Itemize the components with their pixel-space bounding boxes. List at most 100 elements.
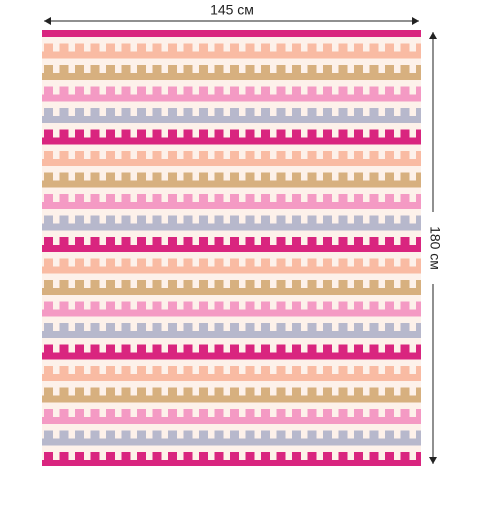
stripe-tooth bbox=[121, 323, 131, 332]
stripe-tooth bbox=[292, 344, 301, 354]
stripe-tooth bbox=[168, 237, 177, 246]
stripe-tooth bbox=[214, 151, 224, 160]
stripe bbox=[42, 51, 421, 59]
stripe-tooth bbox=[261, 129, 270, 139]
stripe-tooth bbox=[416, 387, 421, 397]
stripe-tooth bbox=[152, 366, 162, 375]
stripe-tooth bbox=[90, 65, 100, 74]
stripe-tooth bbox=[307, 323, 317, 332]
stripe-tooth bbox=[59, 129, 69, 139]
stripe-tooth bbox=[199, 301, 208, 311]
stripe-tooth bbox=[245, 86, 255, 96]
stripe bbox=[42, 374, 421, 381]
stripe-tooth bbox=[199, 344, 208, 354]
stripe-tooth bbox=[292, 323, 301, 332]
stripe-tooth bbox=[168, 172, 177, 182]
stripe-tooth bbox=[44, 215, 53, 225]
stripe-tooth bbox=[199, 452, 208, 461]
stripe-tooth bbox=[323, 258, 332, 268]
stripe-tooth bbox=[90, 366, 100, 375]
stripe-tooth bbox=[121, 65, 131, 74]
stripe bbox=[42, 460, 421, 466]
stripe-tooth bbox=[245, 409, 255, 418]
stripe-tooth bbox=[400, 323, 410, 332]
stripe-tooth bbox=[230, 258, 239, 268]
stripe-tooth bbox=[168, 43, 177, 53]
stripe-tooth bbox=[183, 65, 193, 74]
stripe-tooth bbox=[137, 258, 146, 268]
stripe-tooth bbox=[230, 108, 239, 117]
stripe bbox=[42, 438, 421, 446]
stripe-tooth bbox=[121, 430, 131, 440]
stripe-tooth bbox=[323, 301, 332, 311]
stripe-tooth bbox=[307, 280, 317, 289]
stripe-tooth bbox=[75, 108, 84, 117]
stripe-tooth bbox=[121, 237, 131, 246]
stripe-tooth bbox=[230, 323, 239, 332]
stripe-tooth bbox=[230, 344, 239, 354]
stripe-tooth bbox=[59, 323, 69, 332]
stripe-tooth bbox=[75, 86, 84, 96]
stripe-tooth bbox=[369, 452, 379, 461]
stripe-tooth bbox=[292, 151, 301, 160]
stripe-tooth bbox=[199, 215, 208, 225]
stripe-tooth bbox=[245, 430, 255, 440]
stripe-tooth bbox=[59, 43, 69, 53]
stripe-tooth bbox=[338, 409, 348, 418]
stripe-tooth bbox=[59, 194, 69, 203]
stripe-tooth bbox=[385, 215, 394, 225]
stripe-tooth bbox=[416, 108, 421, 117]
stripe-tooth bbox=[75, 258, 84, 268]
stripe-tooth bbox=[276, 280, 286, 289]
stripe-tooth bbox=[152, 258, 162, 268]
stripe-tooth bbox=[245, 194, 255, 203]
stripe-tooth bbox=[400, 237, 410, 246]
stripe-tooth bbox=[230, 366, 239, 375]
stripe-tooth bbox=[106, 258, 115, 268]
stripe-tooth bbox=[323, 108, 332, 117]
stripe-tooth bbox=[168, 215, 177, 225]
stripe-tooth bbox=[44, 409, 53, 418]
stripe-tooth bbox=[59, 108, 69, 117]
stripe-tooth bbox=[261, 151, 270, 160]
stripe-tooth bbox=[307, 237, 317, 246]
stripe-tooth bbox=[214, 86, 224, 96]
stripe-tooth bbox=[59, 409, 69, 418]
stripe-tooth bbox=[152, 43, 162, 53]
stripe-tooth bbox=[152, 237, 162, 246]
stripe-tooth bbox=[90, 323, 100, 332]
stripe-tooth bbox=[338, 86, 348, 96]
stripe-tooth bbox=[416, 237, 421, 246]
stripe-tooth bbox=[106, 366, 115, 375]
stripe-tooth bbox=[168, 366, 177, 375]
stripe-tooth bbox=[199, 194, 208, 203]
stripe-tooth bbox=[416, 65, 421, 74]
stripe-tooth bbox=[137, 344, 146, 354]
stripe-tooth bbox=[385, 194, 394, 203]
stripe-tooth bbox=[307, 452, 317, 461]
stripe-tooth bbox=[245, 387, 255, 397]
stripe-tooth bbox=[199, 387, 208, 397]
stripe-pattern bbox=[42, 30, 421, 466]
stripe-tooth bbox=[183, 344, 193, 354]
stripe-tooth bbox=[416, 86, 421, 96]
stripe-tooth bbox=[230, 43, 239, 53]
stripe-tooth bbox=[152, 430, 162, 440]
stripe-tooth bbox=[230, 409, 239, 418]
stripe-tooth bbox=[307, 301, 317, 311]
stripe-tooth bbox=[106, 215, 115, 225]
stripe-tooth bbox=[323, 366, 332, 375]
stripe-tooth bbox=[385, 258, 394, 268]
stripe-tooth bbox=[75, 194, 84, 203]
stripe-tooth bbox=[354, 430, 363, 440]
stripe-tooth bbox=[385, 452, 394, 461]
stripe-tooth bbox=[199, 65, 208, 74]
stripe-tooth bbox=[369, 151, 379, 160]
stripe-tooth bbox=[385, 65, 394, 74]
stripe-tooth bbox=[121, 344, 131, 354]
stripe-tooth bbox=[292, 409, 301, 418]
stripe-tooth bbox=[276, 301, 286, 311]
stripe-tooth bbox=[323, 129, 332, 139]
stripe-tooth bbox=[137, 194, 146, 203]
stripe-tooth bbox=[137, 172, 146, 182]
